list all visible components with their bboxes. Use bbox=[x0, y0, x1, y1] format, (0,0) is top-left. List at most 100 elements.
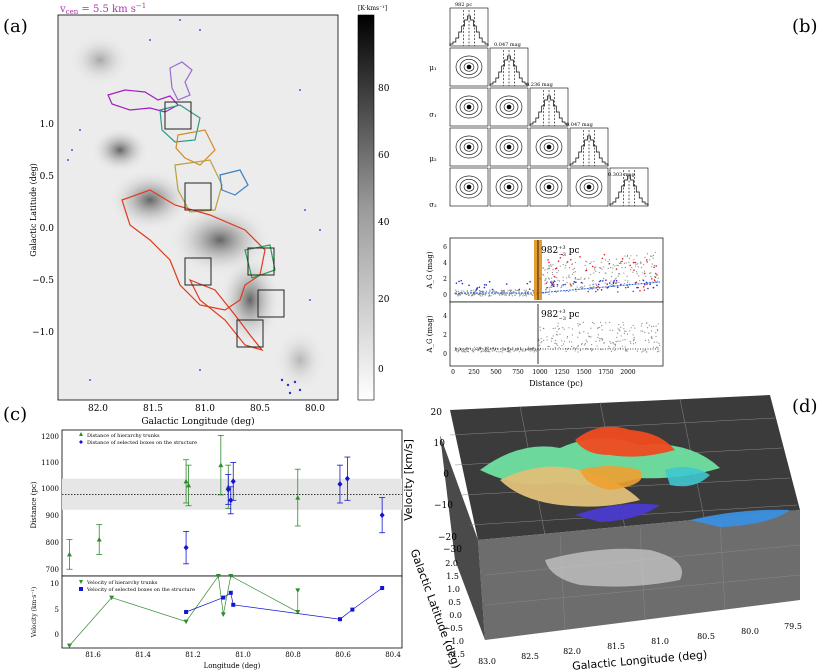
b-top-star bbox=[636, 271, 638, 273]
panel-a-tag: (a) bbox=[3, 16, 28, 37]
b-top-star bbox=[612, 267, 614, 269]
corner-peak bbox=[506, 184, 512, 190]
b-bottom-star bbox=[617, 328, 619, 330]
b-bottom-star bbox=[491, 350, 493, 352]
b-top-star bbox=[648, 272, 651, 275]
b-top-star bbox=[649, 259, 651, 261]
b-top-star bbox=[595, 284, 598, 287]
c-legend-bottom-1: Velocity of selected boxes on the struct… bbox=[86, 587, 195, 593]
b-bottom-star bbox=[556, 344, 558, 346]
b-top-star bbox=[638, 280, 641, 282]
corner-title-2: 0.236 mag bbox=[526, 82, 554, 88]
b-top-star bbox=[574, 276, 577, 279]
b-top-blue-star bbox=[552, 285, 555, 288]
b-top-star bbox=[513, 291, 516, 293]
b-bottom-star bbox=[618, 329, 620, 331]
b-bottom-star bbox=[615, 341, 617, 343]
d-zlabel: Velocity [km/s] bbox=[402, 439, 415, 521]
b-top-star bbox=[545, 277, 547, 280]
c-distance-trunk-point bbox=[295, 495, 301, 500]
b-bottom-star bbox=[540, 342, 542, 344]
b-bottom-star bbox=[587, 332, 589, 334]
c-velocity-line bbox=[69, 575, 299, 646]
b-bottom-star bbox=[657, 346, 659, 348]
b-top-star bbox=[457, 290, 460, 292]
b-bottom-star bbox=[473, 349, 476, 351]
b-bottom-star bbox=[464, 351, 466, 353]
panel-a-emission bbox=[70, 35, 325, 390]
panel-c-tag: (c) bbox=[3, 404, 27, 425]
b-bottom-star bbox=[616, 332, 619, 334]
d-cloud-blue bbox=[690, 509, 790, 527]
b-bottom-star bbox=[547, 345, 549, 348]
b-top-red-star bbox=[646, 261, 648, 263]
b-bottom-star bbox=[476, 346, 478, 349]
c-velocity-trunk-point bbox=[220, 612, 226, 617]
b-top-red-star bbox=[632, 261, 635, 264]
b-top-red-star bbox=[621, 260, 623, 263]
b-bottom-star bbox=[608, 347, 610, 349]
b-top-star bbox=[472, 289, 474, 291]
c-ybot-1: 5 bbox=[55, 606, 59, 614]
a-ytick-3: −0.5 bbox=[32, 276, 54, 286]
b-top-blue-star bbox=[656, 284, 658, 287]
b-top-red-star bbox=[579, 255, 581, 258]
b-top-star bbox=[556, 272, 558, 274]
b-top-star bbox=[522, 293, 524, 295]
b-bottom-star bbox=[597, 336, 599, 338]
b-bottom-star bbox=[601, 337, 603, 339]
d-ytick-5: −0.5 bbox=[444, 624, 463, 633]
b-bottom-star bbox=[614, 345, 617, 347]
b-top-star bbox=[581, 285, 583, 288]
b-bottom-star bbox=[634, 327, 636, 329]
contour-blue bbox=[219, 169, 249, 196]
b-bottom-star bbox=[508, 346, 510, 348]
b-bottom-star bbox=[504, 349, 507, 351]
corner-contour bbox=[503, 102, 515, 112]
b-top-red-star bbox=[651, 278, 653, 280]
c-velocity-box-point bbox=[231, 602, 236, 607]
b-top-red-star bbox=[572, 282, 575, 285]
b-bottom-star bbox=[571, 328, 574, 330]
b-top-star bbox=[621, 266, 623, 269]
b-top-star bbox=[477, 293, 479, 295]
b-top-star bbox=[455, 291, 457, 294]
b-top-annotation: 982+3 −3 pc bbox=[541, 245, 580, 258]
b-top-star bbox=[593, 260, 595, 263]
corner-contour bbox=[503, 142, 515, 152]
b-top-star bbox=[612, 264, 614, 266]
b-top-red-star bbox=[606, 283, 609, 286]
b-bottom-star bbox=[577, 325, 580, 327]
b-bottom-star bbox=[554, 327, 556, 329]
b-bottom-star bbox=[481, 350, 483, 352]
b-top-star bbox=[511, 295, 513, 297]
b-bottom-star bbox=[478, 346, 480, 349]
b-top-star bbox=[575, 278, 577, 280]
b-top-star bbox=[528, 293, 530, 296]
corner-contour bbox=[499, 139, 519, 155]
b-bottom-star bbox=[463, 351, 466, 353]
b-bottom-star bbox=[630, 327, 632, 329]
b-bottom-star bbox=[506, 350, 508, 353]
b-top-star bbox=[549, 286, 551, 288]
b-bottom-star bbox=[646, 351, 648, 353]
b-top-star bbox=[626, 254, 629, 257]
corner-histogram bbox=[449, 15, 489, 46]
b-bottom-star bbox=[658, 342, 660, 344]
b-top-blue-star bbox=[529, 280, 531, 283]
b-bottom-star bbox=[573, 347, 575, 349]
b-bottom-star bbox=[556, 343, 558, 345]
corner-peak bbox=[506, 104, 512, 110]
corner-contour bbox=[575, 175, 603, 199]
b-top-star bbox=[503, 291, 505, 293]
b-top-red-star bbox=[601, 257, 604, 260]
b-bottom-star bbox=[603, 342, 605, 344]
b-xtick-1: 250 bbox=[468, 369, 480, 376]
b-top-star bbox=[615, 277, 617, 279]
c-legend-top-1: Distance of selected boxes on the struct… bbox=[87, 440, 197, 446]
b-top-star bbox=[609, 284, 611, 286]
d-ytick-0: 2.0 bbox=[445, 559, 458, 568]
b-bottom-star bbox=[461, 348, 463, 350]
b-top-star bbox=[595, 270, 597, 272]
b-bottom-star bbox=[629, 340, 631, 343]
